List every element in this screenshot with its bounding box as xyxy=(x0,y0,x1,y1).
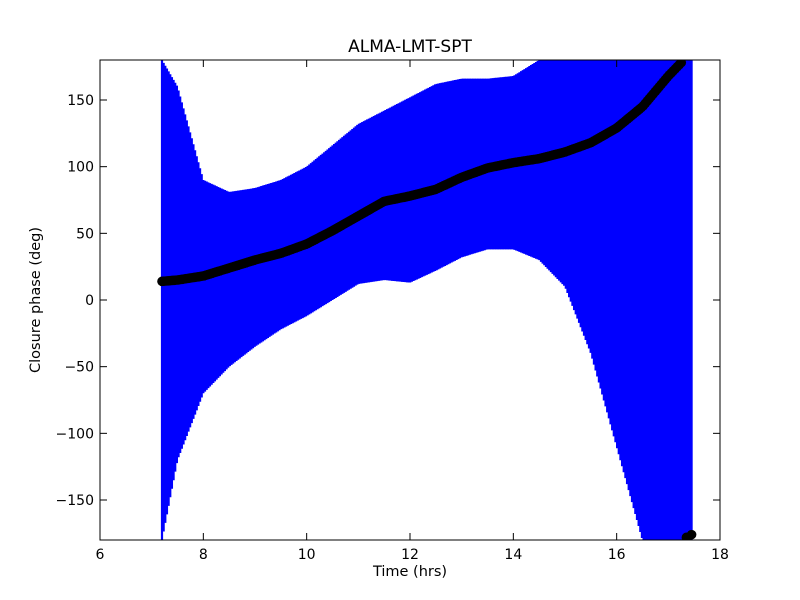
x-tick-label: 6 xyxy=(96,547,105,563)
x-tick-label: 16 xyxy=(608,547,626,563)
y-tick-label: 100 xyxy=(67,160,94,176)
x-tick-label: 14 xyxy=(504,547,522,563)
x-axis-label: Time (hrs) xyxy=(372,564,447,580)
data-point xyxy=(676,60,687,68)
y-tick-label: −100 xyxy=(56,426,94,442)
data-points xyxy=(157,60,697,540)
series-layer xyxy=(157,60,697,540)
x-tick-label: 10 xyxy=(298,547,316,563)
x-tick-label: 18 xyxy=(711,547,729,563)
y-tick-label: −50 xyxy=(64,360,94,376)
x-tick-label: 12 xyxy=(401,547,419,563)
data-point-wrapped xyxy=(681,532,692,540)
y-axis-label: Closure phase (deg) xyxy=(28,227,44,373)
y-tick-label: 50 xyxy=(76,226,94,242)
x-tick-label: 8 xyxy=(199,547,208,563)
y-tick-label: 0 xyxy=(85,293,94,309)
ticks-layer: 6 8 10 12 14 16 18 −150 −100 −50 0 50 100 150 xyxy=(56,60,729,563)
error-bars xyxy=(160,60,693,540)
y-tick-label: 150 xyxy=(67,93,94,109)
y-tick-label: −150 xyxy=(56,493,94,509)
chart-title: ALMA-LMT-SPT xyxy=(348,37,472,57)
